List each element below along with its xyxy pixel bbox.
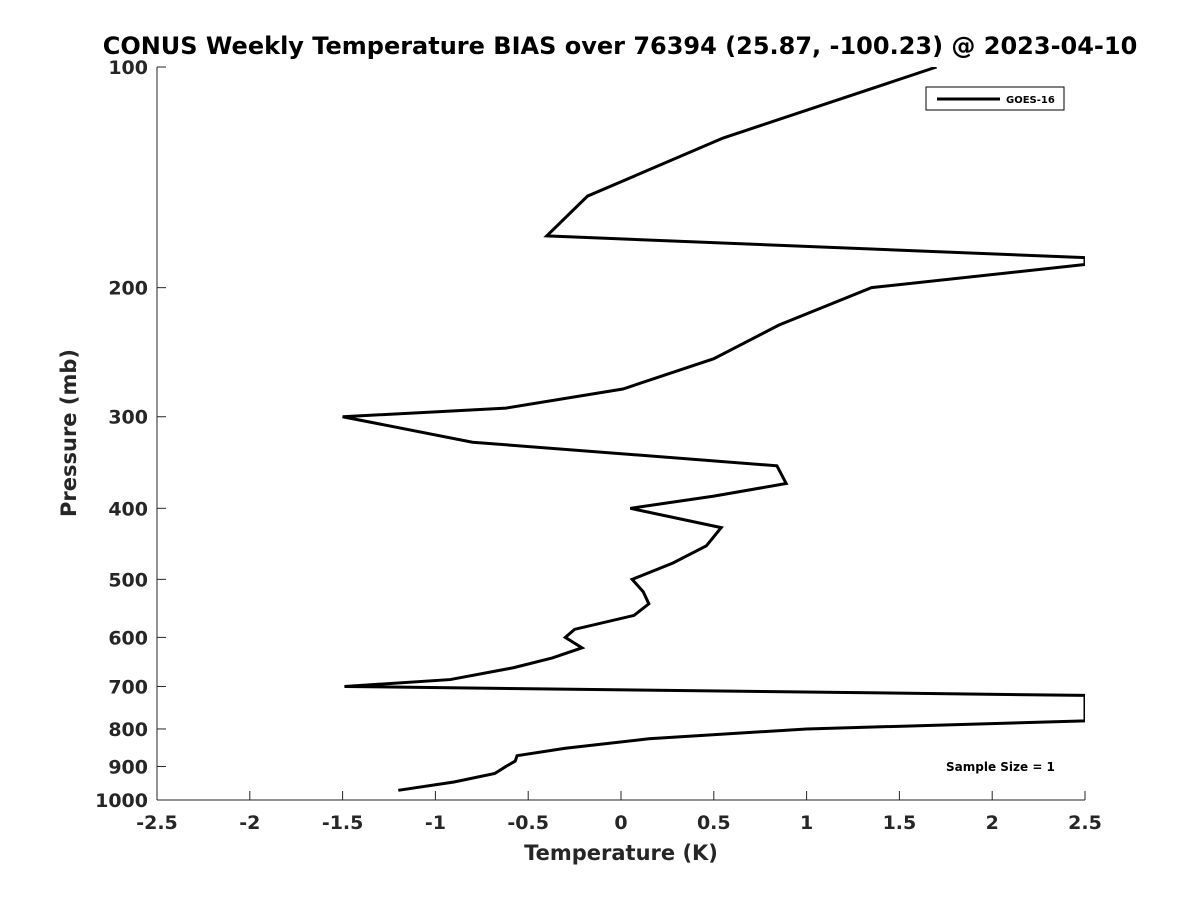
x-tick-label: 1 <box>800 812 813 834</box>
y-tick-label: 800 <box>108 719 148 741</box>
y-tick-label: 900 <box>108 756 148 778</box>
legend-entry-goes16: GOES-16 <box>1006 95 1055 106</box>
x-tick-label: 0 <box>614 812 627 834</box>
y-tick-label: 200 <box>108 278 148 300</box>
y-tick-label: 700 <box>108 676 148 698</box>
x-tick-label: 2.5 <box>1068 812 1102 834</box>
y-tick-label: 1000 <box>95 790 148 812</box>
x-tick-label: -1 <box>425 812 446 834</box>
series-line-goes-16 <box>342 67 1085 792</box>
series-layer <box>342 67 1085 792</box>
axes: -2.5 -2 -1.5 -1 -0.5 0 0.5 1 1.5 2 2.5 100 200 300 400… <box>95 57 1102 834</box>
x-tick-label: -0.5 <box>507 812 549 834</box>
y-tick-label: 500 <box>108 569 148 591</box>
x-tick-label: 0.5 <box>697 812 731 834</box>
x-tick-label: 1.5 <box>883 812 917 834</box>
chart-title: CONUS Weekly Temperature BIAS over 76394… <box>103 32 1138 60</box>
x-tick-label: -2 <box>239 812 260 834</box>
x-tick-label: -1.5 <box>322 812 364 834</box>
legend: GOES-16 <box>925 86 1065 111</box>
x-tick-label: 2 <box>986 812 999 834</box>
y-tick-label: 300 <box>108 407 148 429</box>
y-tick-label: 100 <box>108 57 148 79</box>
y-tick-label: 600 <box>108 627 148 649</box>
y-axis-label: Pressure (mb) <box>57 349 81 517</box>
sample-size-annotation: Sample Size = 1 <box>946 760 1055 774</box>
plot-area <box>157 67 1085 800</box>
y-tick-label: 400 <box>108 498 148 520</box>
x-axis-label: Temperature (K) <box>524 841 718 865</box>
x-tick-label: -2.5 <box>136 812 178 834</box>
